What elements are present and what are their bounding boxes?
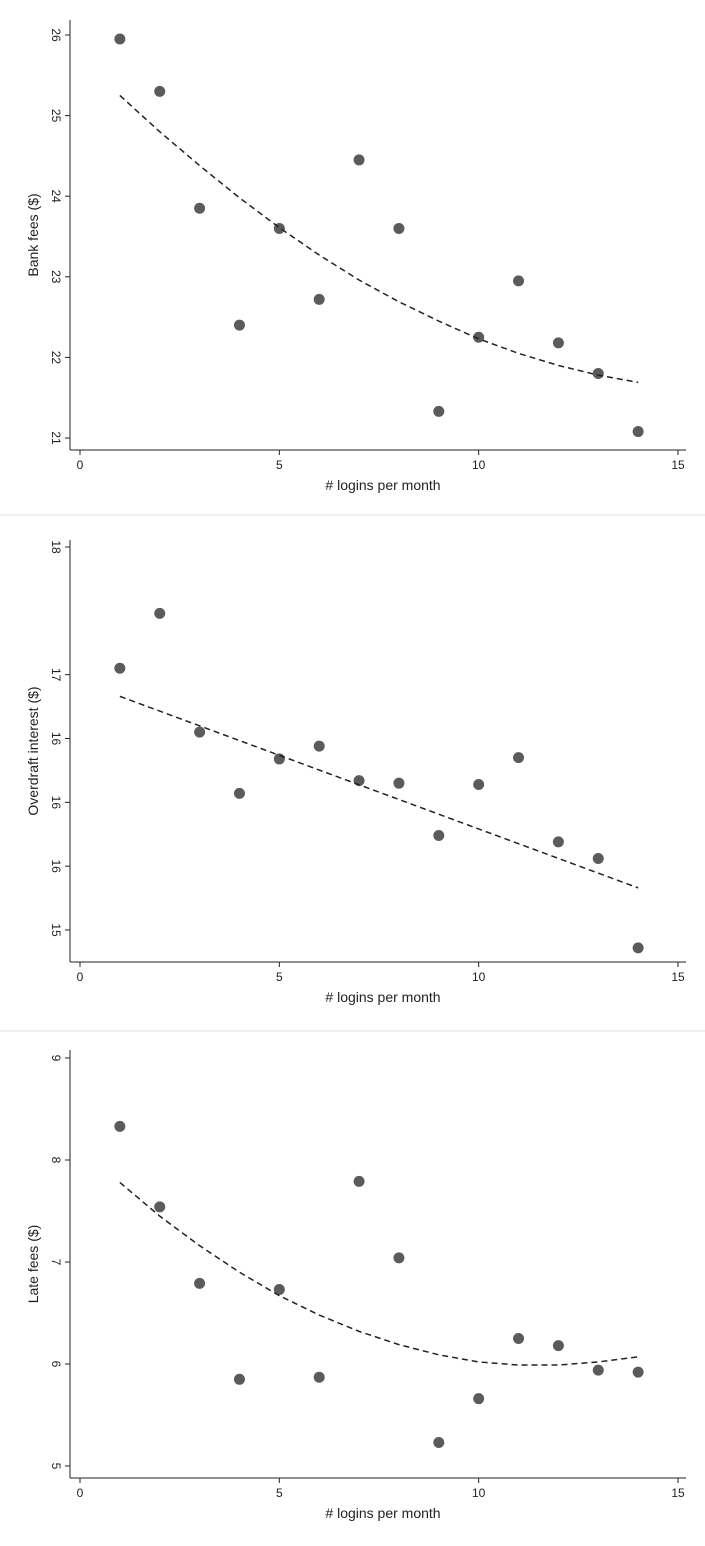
x-tick-label: 10	[472, 458, 486, 472]
overdraft-interest-panel: 0 5 10 15 15 16 16 16 17 18 # logins per month Over…	[0, 516, 705, 1030]
data-point	[273, 1284, 285, 1296]
data-point	[194, 202, 206, 214]
late-fees-panel: 0 5 10 15 5 6 7 8 9 # logins per month Late fees (…	[0, 1032, 705, 1546]
data-point	[313, 293, 325, 305]
x-tick-label: 15	[671, 970, 685, 984]
x-tick-label: 15	[671, 458, 685, 472]
data-point	[552, 337, 564, 349]
x-tick-label: 5	[276, 970, 283, 984]
data-point	[393, 222, 405, 234]
y-tick-label: 23	[49, 270, 63, 284]
data-point	[194, 1277, 206, 1289]
data-point	[513, 752, 525, 764]
y-tick-label: 16	[49, 859, 63, 873]
x-axis-title: # logins per month	[325, 989, 440, 1005]
data-point	[592, 853, 604, 865]
y-tick-label: 22	[49, 351, 63, 365]
data-point	[154, 85, 166, 97]
data-point	[114, 1120, 126, 1132]
data-point	[592, 1364, 604, 1376]
y-axis-title: Bank fees ($)	[25, 193, 41, 276]
data-point	[393, 1252, 405, 1264]
data-point	[233, 787, 245, 799]
data-point	[433, 1437, 445, 1449]
fitted-dashed-line	[119, 695, 639, 889]
y-tick-label: 18	[49, 540, 63, 554]
data-point	[513, 1333, 525, 1344]
x-tick-label: 0	[77, 1486, 84, 1500]
data-point	[114, 662, 126, 674]
y-tick-label: 8	[49, 1157, 63, 1164]
data-point	[114, 33, 126, 45]
data-point	[552, 836, 564, 848]
x-axis-title: # logins per month	[325, 477, 440, 493]
data-point	[513, 275, 525, 287]
y-tick-label: 16	[49, 796, 63, 810]
y-axis-title: Overdraft interest ($)	[25, 686, 41, 815]
data-point	[632, 1366, 644, 1378]
data-point	[632, 942, 644, 954]
data-point	[552, 1340, 564, 1352]
y-tick-label: 15	[49, 923, 63, 937]
data-point	[273, 753, 285, 765]
data-point	[433, 405, 445, 417]
x-tick-label: 5	[276, 1486, 283, 1500]
y-tick-label: 21	[49, 431, 63, 445]
data-point	[194, 726, 206, 738]
bank-fees-panel: 0 5 10 15 21 22 23 24 25 26 # logins per month Bank…	[0, 0, 705, 514]
data-point	[154, 1201, 166, 1213]
y-tick-label: 9	[49, 1055, 63, 1062]
x-tick-label: 15	[671, 1486, 685, 1500]
data-point	[632, 426, 644, 438]
data-point	[154, 607, 166, 619]
y-axis-title: Late fees ($)	[25, 1225, 41, 1304]
y-tick-label: 5	[49, 1463, 63, 1470]
data-point	[433, 830, 445, 842]
data-point	[233, 1373, 245, 1385]
x-tick-label: 10	[472, 1486, 486, 1500]
y-tick-label: 16	[49, 732, 63, 746]
y-tick-label: 17	[49, 668, 63, 682]
panel-separator	[0, 514, 705, 516]
overdraft-interest-chart: 0 5 10 15 15 16 16 16 17 18 # logins per month Over…	[25, 540, 686, 1005]
x-tick-label: 10	[472, 970, 486, 984]
x-tick-label: 0	[77, 970, 84, 984]
x-tick-label: 0	[77, 458, 84, 472]
data-point	[313, 740, 325, 752]
late-fees-chart: 0 5 10 15 5 6 7 8 9 # logins per month Late fees (…	[25, 1050, 686, 1521]
data-point	[393, 777, 405, 789]
data-point	[313, 1371, 325, 1383]
data-point	[473, 1393, 485, 1405]
y-tick-label: 26	[49, 28, 63, 42]
data-point	[353, 1175, 365, 1187]
data-point	[233, 319, 245, 331]
data-point	[592, 368, 604, 380]
bank-fees-chart: 0 5 10 15 21 22 23 24 25 26 # logins per month Bank…	[25, 20, 686, 493]
x-axis-title: # logins per month	[325, 1505, 440, 1521]
x-tick-label: 5	[276, 458, 283, 472]
data-point	[353, 154, 365, 166]
fitted-dashed-line	[119, 94, 639, 384]
y-tick-label: 7	[49, 1259, 63, 1266]
panel-separator	[0, 1030, 705, 1032]
y-tick-label: 6	[49, 1361, 63, 1368]
y-tick-label: 24	[49, 190, 63, 204]
fitted-dashed-line	[119, 1181, 639, 1366]
data-point	[473, 331, 485, 343]
data-point	[473, 778, 485, 790]
y-tick-label: 25	[49, 109, 63, 123]
